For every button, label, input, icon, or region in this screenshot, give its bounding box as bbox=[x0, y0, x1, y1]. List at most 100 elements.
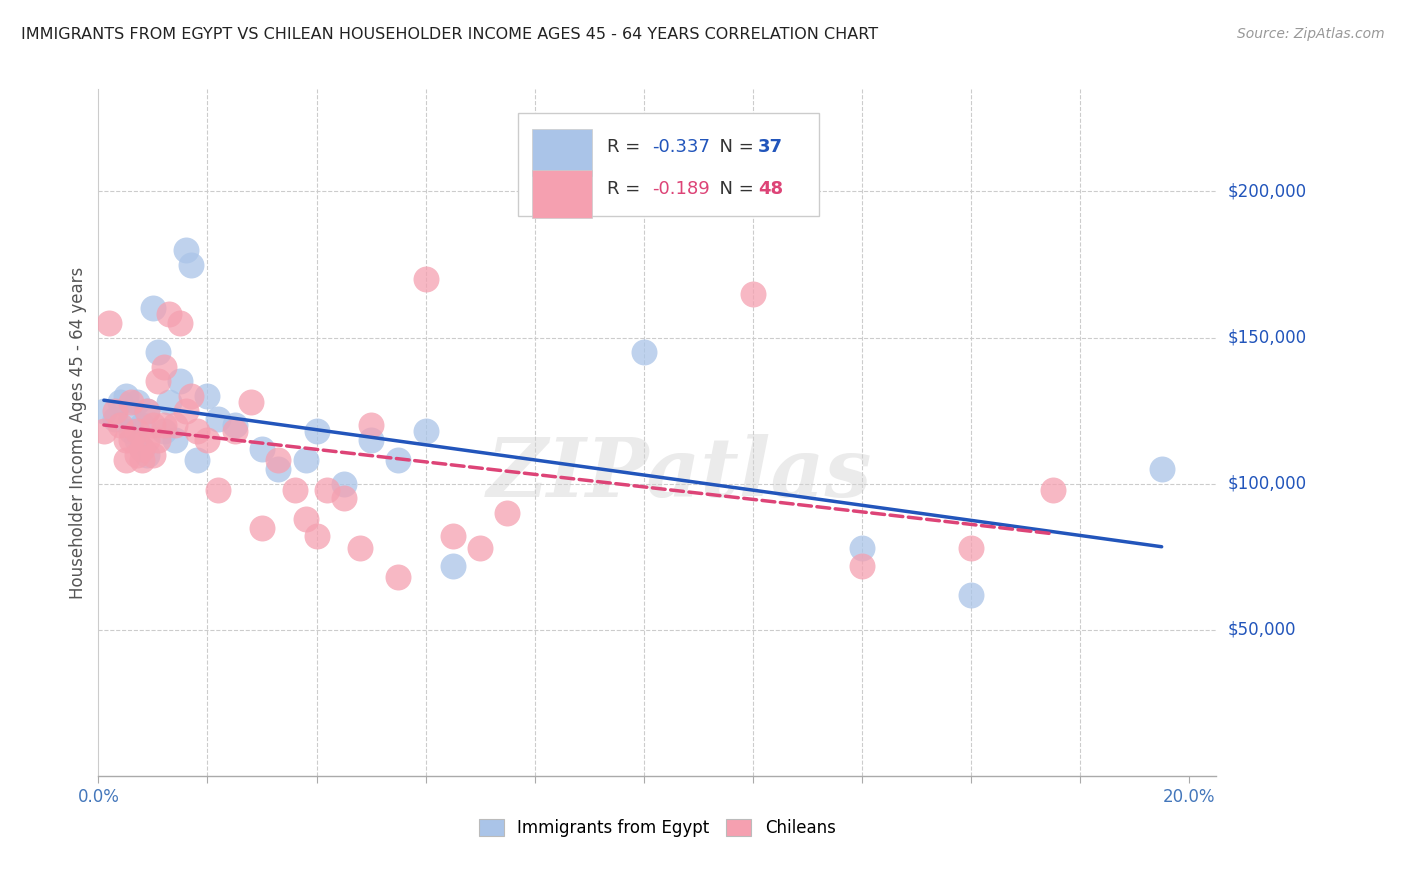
Point bbox=[136, 403, 159, 417]
Text: ZIPatlas: ZIPatlas bbox=[486, 434, 872, 514]
Point bbox=[174, 243, 197, 257]
Point bbox=[441, 558, 464, 573]
Point bbox=[142, 301, 165, 316]
Point bbox=[120, 424, 142, 438]
Point bbox=[333, 476, 356, 491]
Point bbox=[136, 433, 159, 447]
Point bbox=[148, 433, 170, 447]
FancyBboxPatch shape bbox=[517, 113, 820, 216]
Point bbox=[93, 403, 115, 417]
Point bbox=[125, 395, 148, 409]
Point bbox=[415, 424, 437, 438]
Point bbox=[360, 433, 382, 447]
Point bbox=[142, 448, 165, 462]
Point bbox=[360, 418, 382, 433]
Text: $150,000: $150,000 bbox=[1227, 328, 1306, 347]
Text: -0.337: -0.337 bbox=[652, 138, 710, 156]
Point bbox=[125, 424, 148, 438]
Point bbox=[633, 345, 655, 359]
Point bbox=[114, 433, 136, 447]
Point bbox=[959, 541, 981, 555]
Point bbox=[250, 520, 273, 534]
Point bbox=[294, 453, 316, 467]
Point bbox=[294, 512, 316, 526]
Point bbox=[148, 345, 170, 359]
Point bbox=[224, 424, 246, 438]
Point bbox=[387, 453, 409, 467]
Point bbox=[114, 453, 136, 467]
Text: $50,000: $50,000 bbox=[1227, 621, 1296, 639]
Point bbox=[136, 448, 159, 462]
Point bbox=[186, 424, 208, 438]
Point bbox=[98, 316, 121, 330]
Point bbox=[131, 442, 153, 456]
Point bbox=[136, 403, 159, 417]
Point bbox=[125, 448, 148, 462]
Point bbox=[169, 375, 191, 389]
Text: N =: N = bbox=[707, 180, 759, 198]
Point bbox=[441, 529, 464, 543]
Point bbox=[197, 389, 219, 403]
Point bbox=[131, 442, 153, 456]
Point bbox=[157, 307, 180, 321]
Point bbox=[104, 412, 127, 426]
Point bbox=[180, 389, 202, 403]
Point bbox=[142, 418, 165, 433]
Point bbox=[415, 272, 437, 286]
FancyBboxPatch shape bbox=[531, 129, 592, 177]
Text: R =: R = bbox=[607, 138, 645, 156]
Point bbox=[110, 395, 132, 409]
Point bbox=[186, 453, 208, 467]
Text: 48: 48 bbox=[758, 180, 783, 198]
Text: 37: 37 bbox=[758, 138, 783, 156]
Point bbox=[114, 389, 136, 403]
Point bbox=[1042, 483, 1064, 497]
Point bbox=[163, 433, 186, 447]
Point bbox=[153, 359, 176, 374]
Text: $200,000: $200,000 bbox=[1227, 183, 1306, 201]
Point bbox=[333, 491, 356, 506]
Point bbox=[284, 483, 307, 497]
Point bbox=[224, 418, 246, 433]
Point bbox=[125, 433, 148, 447]
Text: IMMIGRANTS FROM EGYPT VS CHILEAN HOUSEHOLDER INCOME AGES 45 - 64 YEARS CORRELATI: IMMIGRANTS FROM EGYPT VS CHILEAN HOUSEHO… bbox=[21, 27, 879, 42]
Text: Source: ZipAtlas.com: Source: ZipAtlas.com bbox=[1237, 27, 1385, 41]
Point bbox=[120, 433, 142, 447]
Point bbox=[316, 483, 339, 497]
Text: N =: N = bbox=[707, 138, 759, 156]
Point bbox=[305, 424, 328, 438]
Point bbox=[153, 424, 176, 438]
Y-axis label: Householder Income Ages 45 - 64 years: Householder Income Ages 45 - 64 years bbox=[69, 267, 87, 599]
Point bbox=[197, 433, 219, 447]
Point bbox=[496, 506, 519, 520]
Point bbox=[468, 541, 491, 555]
Point bbox=[157, 395, 180, 409]
Point bbox=[131, 418, 153, 433]
Point bbox=[207, 483, 229, 497]
Point bbox=[153, 418, 176, 433]
Point bbox=[180, 258, 202, 272]
Point bbox=[1150, 462, 1173, 476]
Point bbox=[851, 558, 873, 573]
Point bbox=[959, 588, 981, 602]
Point bbox=[174, 403, 197, 417]
Point bbox=[104, 403, 127, 417]
Point bbox=[148, 375, 170, 389]
Point bbox=[169, 316, 191, 330]
Point bbox=[305, 529, 328, 543]
Point bbox=[250, 442, 273, 456]
Point bbox=[110, 418, 132, 433]
Point bbox=[240, 395, 263, 409]
Text: $100,000: $100,000 bbox=[1227, 475, 1306, 492]
Text: -0.189: -0.189 bbox=[652, 180, 710, 198]
Point bbox=[267, 453, 290, 467]
Point bbox=[851, 541, 873, 555]
Point bbox=[349, 541, 371, 555]
Point bbox=[131, 453, 153, 467]
Text: R =: R = bbox=[607, 180, 645, 198]
Point bbox=[120, 412, 142, 426]
Point bbox=[207, 412, 229, 426]
Point bbox=[267, 462, 290, 476]
Point bbox=[741, 286, 763, 301]
Point bbox=[387, 570, 409, 584]
